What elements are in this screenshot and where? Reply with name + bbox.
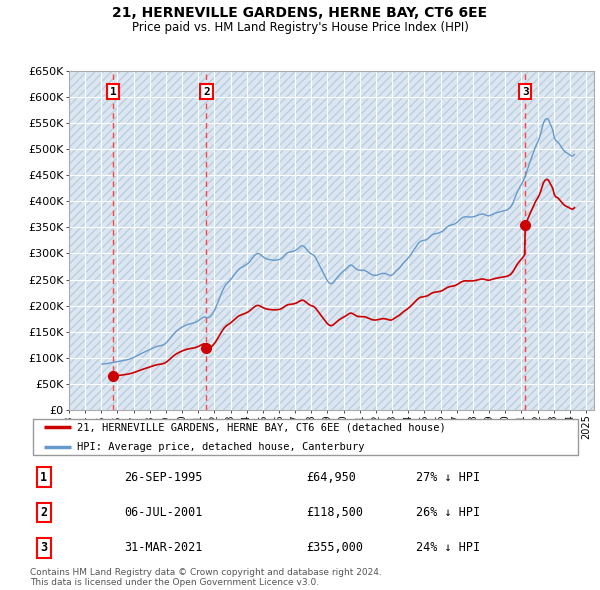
Text: 31-MAR-2021: 31-MAR-2021 <box>124 541 202 555</box>
Text: 2: 2 <box>40 506 47 519</box>
Text: Price paid vs. HM Land Registry's House Price Index (HPI): Price paid vs. HM Land Registry's House … <box>131 21 469 34</box>
Text: Contains HM Land Registry data © Crown copyright and database right 2024.
This d: Contains HM Land Registry data © Crown c… <box>30 568 382 587</box>
Text: 2: 2 <box>203 87 210 97</box>
Text: 26% ↓ HPI: 26% ↓ HPI <box>416 506 481 519</box>
Text: 21, HERNEVILLE GARDENS, HERNE BAY, CT6 6EE: 21, HERNEVILLE GARDENS, HERNE BAY, CT6 6… <box>112 6 488 20</box>
Text: HPI: Average price, detached house, Canterbury: HPI: Average price, detached house, Cant… <box>77 442 364 452</box>
Text: 1: 1 <box>40 470 47 484</box>
Text: 27% ↓ HPI: 27% ↓ HPI <box>416 470 481 484</box>
FancyBboxPatch shape <box>33 419 578 455</box>
Text: 06-JUL-2001: 06-JUL-2001 <box>124 506 202 519</box>
Text: £118,500: £118,500 <box>306 506 363 519</box>
Text: 26-SEP-1995: 26-SEP-1995 <box>124 470 202 484</box>
Text: 24% ↓ HPI: 24% ↓ HPI <box>416 541 481 555</box>
Text: 3: 3 <box>522 87 529 97</box>
Text: 21, HERNEVILLE GARDENS, HERNE BAY, CT6 6EE (detached house): 21, HERNEVILLE GARDENS, HERNE BAY, CT6 6… <box>77 422 446 432</box>
Text: £64,950: £64,950 <box>306 470 356 484</box>
Text: 3: 3 <box>40 541 47 555</box>
Text: 1: 1 <box>110 87 116 97</box>
Text: £355,000: £355,000 <box>306 541 363 555</box>
